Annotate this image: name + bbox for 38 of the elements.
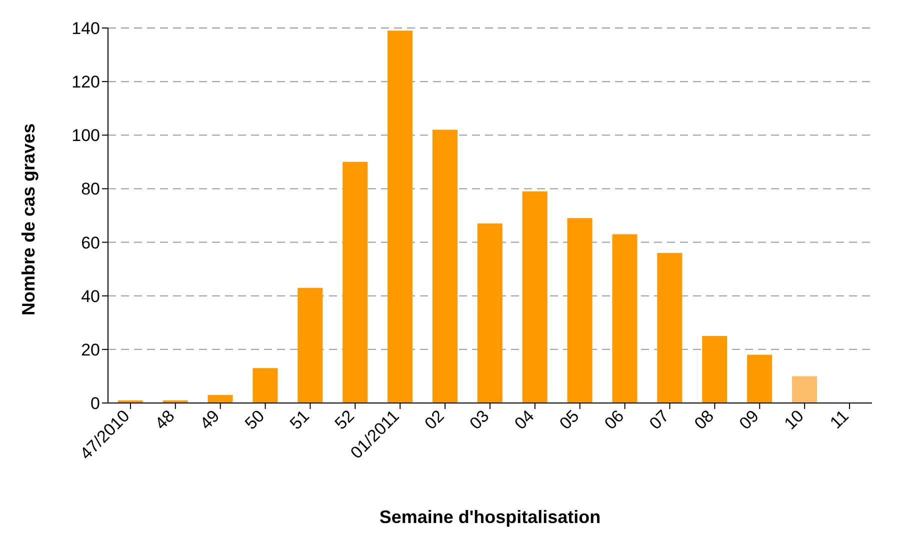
bar xyxy=(432,130,458,403)
bar xyxy=(298,288,323,403)
bar xyxy=(477,224,502,403)
bar xyxy=(567,218,592,403)
bar xyxy=(657,253,682,403)
y-axis-title: Nombre de cas graves xyxy=(18,123,38,316)
bar xyxy=(792,376,818,403)
x-tick-label: 48 xyxy=(151,406,178,434)
bar xyxy=(612,234,638,403)
x-tick-label: 08 xyxy=(690,406,718,434)
x-tick-label: 51 xyxy=(286,406,314,434)
x-tick-label: 03 xyxy=(466,406,493,434)
y-tick-label: 140 xyxy=(72,19,100,38)
y-tick-label: 100 xyxy=(72,126,100,146)
bar xyxy=(702,336,728,403)
x-tick-label: 11 xyxy=(826,406,852,432)
x-tick-label: 10 xyxy=(780,406,808,434)
bar xyxy=(208,394,233,403)
x-tick-label: 02 xyxy=(421,406,448,434)
y-tick-label: 20 xyxy=(81,340,100,360)
x-tick-label: 05 xyxy=(556,406,583,434)
x-tick-label: 06 xyxy=(600,406,628,434)
y-tick-label: 80 xyxy=(81,180,100,199)
x-axis-title: Semaine d'hospitalisation xyxy=(379,507,601,527)
x-tick-label: 04 xyxy=(510,406,538,434)
x-tick-label: 09 xyxy=(736,406,762,434)
bar xyxy=(747,354,772,403)
x-tick-label: 07 xyxy=(646,406,673,434)
bar xyxy=(342,162,368,403)
x-tick-label: 50 xyxy=(241,406,268,434)
bar xyxy=(388,30,413,403)
bar xyxy=(522,191,548,403)
y-tick-label: 60 xyxy=(81,233,100,252)
y-tick-label: 0 xyxy=(90,394,100,414)
bar xyxy=(252,368,278,403)
y-tick-label: 120 xyxy=(72,72,100,92)
x-tick-label: 49 xyxy=(196,406,224,434)
y-tick-label: 40 xyxy=(81,286,100,306)
